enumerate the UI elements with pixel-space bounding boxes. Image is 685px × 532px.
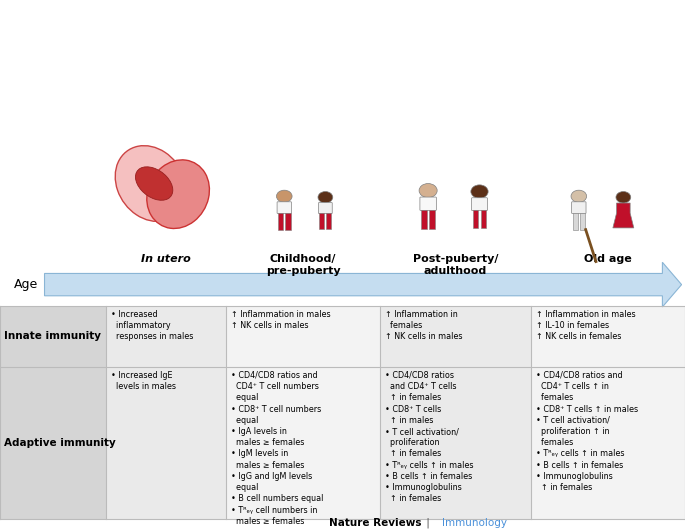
- Text: • Increased IgE
  levels in males: • Increased IgE levels in males: [111, 371, 176, 391]
- Ellipse shape: [136, 167, 173, 200]
- Text: ↑ Inflammation in
  females
↑ NK cells in males: ↑ Inflammation in females ↑ NK cells in …: [385, 310, 462, 341]
- Circle shape: [471, 185, 488, 198]
- Text: Immunology: Immunology: [442, 518, 507, 528]
- Ellipse shape: [147, 160, 210, 228]
- Bar: [380, 367, 531, 519]
- Bar: [380, 306, 531, 367]
- Circle shape: [318, 192, 333, 203]
- Bar: [278, 213, 283, 230]
- Bar: [429, 210, 436, 229]
- Circle shape: [616, 192, 631, 203]
- Bar: [481, 210, 486, 228]
- Bar: [573, 213, 577, 230]
- Bar: [0, 367, 106, 519]
- Text: Post-puberty/
adulthood: Post-puberty/ adulthood: [413, 254, 498, 276]
- Bar: [421, 210, 427, 229]
- Text: ↑ Inflammation in males
↑ NK cells in males: ↑ Inflammation in males ↑ NK cells in ma…: [231, 310, 330, 330]
- Bar: [226, 306, 380, 367]
- Circle shape: [571, 190, 586, 202]
- Circle shape: [277, 190, 292, 202]
- Text: • CD4/CD8 ratios and
  CD4⁺ T cell numbers
  equal
• CD8⁺ T cell numbers
  equal: • CD4/CD8 ratios and CD4⁺ T cell numbers…: [231, 371, 323, 526]
- Bar: [326, 213, 332, 229]
- Bar: [106, 306, 226, 367]
- Text: • Increased
  inflammatory
  responses in males: • Increased inflammatory responses in ma…: [111, 310, 193, 341]
- Polygon shape: [45, 262, 682, 307]
- Bar: [286, 213, 290, 230]
- Text: • CD4/CD8 ratios
  and CD4⁺ T cells
  ↑ in females
• CD8⁺ T cells
  ↑ in males
•: • CD4/CD8 ratios and CD4⁺ T cells ↑ in f…: [385, 371, 473, 503]
- FancyBboxPatch shape: [319, 203, 332, 214]
- Bar: [106, 367, 226, 519]
- Text: |: |: [423, 517, 433, 528]
- FancyBboxPatch shape: [471, 198, 487, 211]
- Text: • CD4/CD8 ratios and
  CD4⁺ T cells ↑ in
  females
• CD8⁺ T cells ↑ in males
• T: • CD4/CD8 ratios and CD4⁺ T cells ↑ in f…: [536, 371, 638, 492]
- Text: ↑ Inflammation in males
↑ IL-10 in females
↑ NK cells in females: ↑ Inflammation in males ↑ IL-10 in femal…: [536, 310, 635, 341]
- Bar: [0, 306, 106, 367]
- FancyBboxPatch shape: [420, 197, 436, 211]
- Text: Innate immunity: Innate immunity: [4, 331, 101, 342]
- Text: Nature Reviews: Nature Reviews: [329, 518, 421, 528]
- Polygon shape: [613, 203, 634, 228]
- Ellipse shape: [115, 146, 186, 221]
- FancyBboxPatch shape: [277, 202, 291, 213]
- Bar: [531, 367, 685, 519]
- Bar: [580, 213, 585, 230]
- Circle shape: [419, 184, 437, 197]
- Bar: [226, 367, 380, 519]
- Text: Childhood/
pre-puberty: Childhood/ pre-puberty: [266, 254, 340, 276]
- Text: Adaptive immunity: Adaptive immunity: [4, 438, 116, 448]
- Bar: [319, 213, 325, 229]
- Bar: [473, 210, 478, 228]
- Text: Old age: Old age: [584, 254, 632, 264]
- Text: In utero: In utero: [141, 254, 191, 264]
- Bar: [531, 306, 685, 367]
- FancyBboxPatch shape: [571, 202, 586, 213]
- Text: Age: Age: [14, 278, 38, 291]
